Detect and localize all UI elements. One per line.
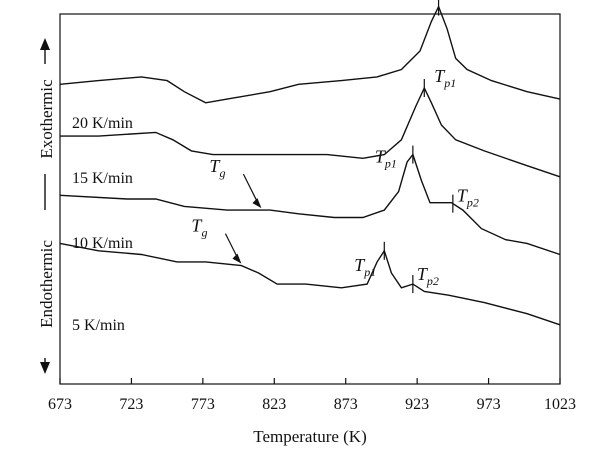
plot-frame bbox=[59, 13, 561, 385]
x-tick-label: 823 bbox=[262, 396, 286, 413]
annotation-label: Tp1 bbox=[375, 147, 397, 171]
arrow-head-icon bbox=[252, 198, 262, 209]
annotation-label: Tp1 bbox=[354, 255, 376, 279]
x-tick-label: 973 bbox=[477, 396, 501, 413]
x-axis-label: Temperature (K) bbox=[253, 427, 367, 446]
annotations: Tp1 Tp1 Tg Tp1 Tp2 Tg Tp1 Tp2 bbox=[191, 0, 479, 294]
annotation-label: Tp2 bbox=[457, 186, 479, 210]
x-tick-label: 923 bbox=[405, 396, 429, 413]
series-line bbox=[60, 86, 561, 178]
x-tick-label: 773 bbox=[191, 396, 215, 413]
series-label: 20 K/min bbox=[72, 115, 133, 132]
y-direction-indicator: Exothermic Endothermic bbox=[33, 38, 57, 374]
series-line bbox=[59, 242, 561, 326]
series-label: 15 K/min bbox=[72, 170, 133, 187]
curves bbox=[59, 4, 561, 326]
curve-labels: 20 K/min 15 K/min 10 K/min 5 K/min bbox=[72, 115, 133, 334]
x-ticks: 673 723 773 823 873 923 973 1023 bbox=[48, 378, 576, 413]
exothermic-label: Exothermic bbox=[37, 79, 56, 159]
annotation-label: Tp1 bbox=[434, 66, 456, 90]
arrow-head-icon bbox=[232, 253, 242, 264]
annotation-label: Tg bbox=[191, 216, 207, 240]
endothermic-label: Endothermic bbox=[37, 240, 56, 328]
arrow-down-icon bbox=[40, 362, 50, 374]
series-label: 10 K/min bbox=[72, 235, 133, 252]
annotation-label: Tp2 bbox=[417, 264, 439, 288]
x-tick-label: 673 bbox=[48, 396, 72, 413]
series-line bbox=[59, 4, 561, 104]
series-label: 5 K/min bbox=[72, 317, 125, 334]
x-tick-label: 1023 bbox=[544, 396, 576, 413]
annotation-label: Tg bbox=[209, 156, 225, 180]
x-tick-label: 873 bbox=[334, 396, 358, 413]
arrow-up-icon bbox=[40, 38, 50, 50]
x-tick-label: 723 bbox=[119, 396, 143, 413]
series-line bbox=[59, 153, 561, 256]
annotation-label: Tp1 bbox=[397, 0, 419, 1]
